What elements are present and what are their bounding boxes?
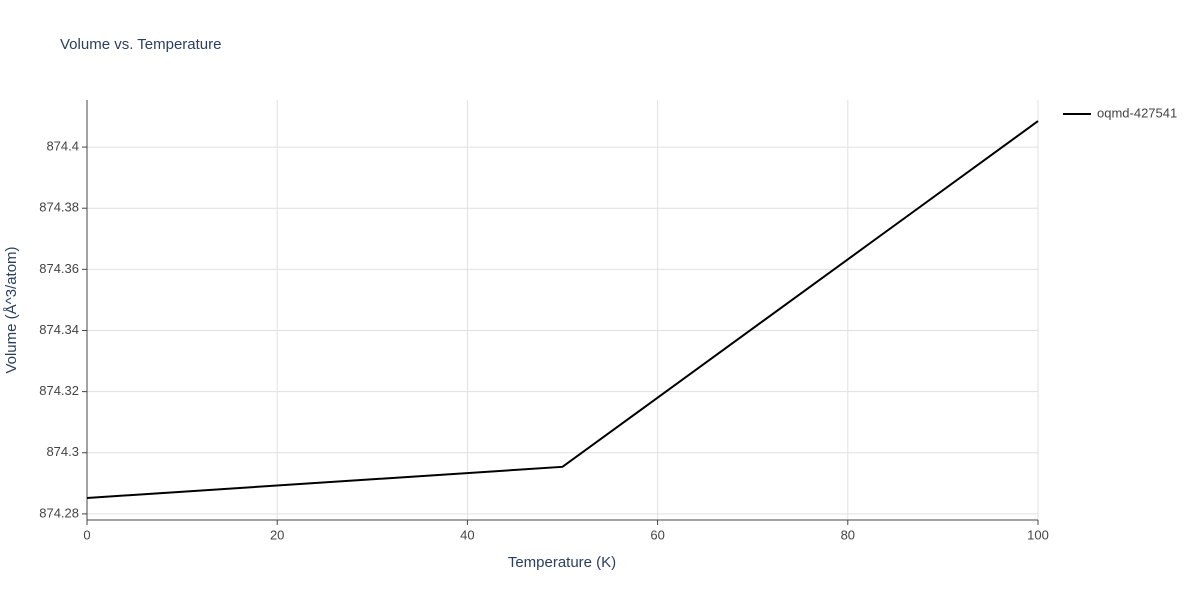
series-line xyxy=(86,120,1039,499)
y-axis-title: Volume (Å^3/atom) xyxy=(3,246,20,373)
y-tick-label: 874.3 xyxy=(46,444,79,459)
x-tick-label: 0 xyxy=(83,527,90,542)
y-tick-label: 874.32 xyxy=(39,383,79,398)
x-tick-label: 60 xyxy=(650,527,664,542)
y-tick-label: 874.28 xyxy=(39,505,79,520)
x-tick-label: 100 xyxy=(1027,527,1049,542)
x-tick-label: 20 xyxy=(270,527,284,542)
y-tick-label: 874.36 xyxy=(39,261,79,276)
x-tick-label: 40 xyxy=(460,527,474,542)
y-tick-label: 874.34 xyxy=(39,322,79,337)
y-tick-label: 874.4 xyxy=(46,139,79,154)
x-axis-title: Temperature (K) xyxy=(508,554,616,571)
y-tick-label: 874.38 xyxy=(39,200,79,215)
legend-label: oqmd-427541 xyxy=(1097,105,1177,120)
chart-title: Volume vs. Temperature xyxy=(60,36,221,53)
x-tick-label: 80 xyxy=(841,527,855,542)
